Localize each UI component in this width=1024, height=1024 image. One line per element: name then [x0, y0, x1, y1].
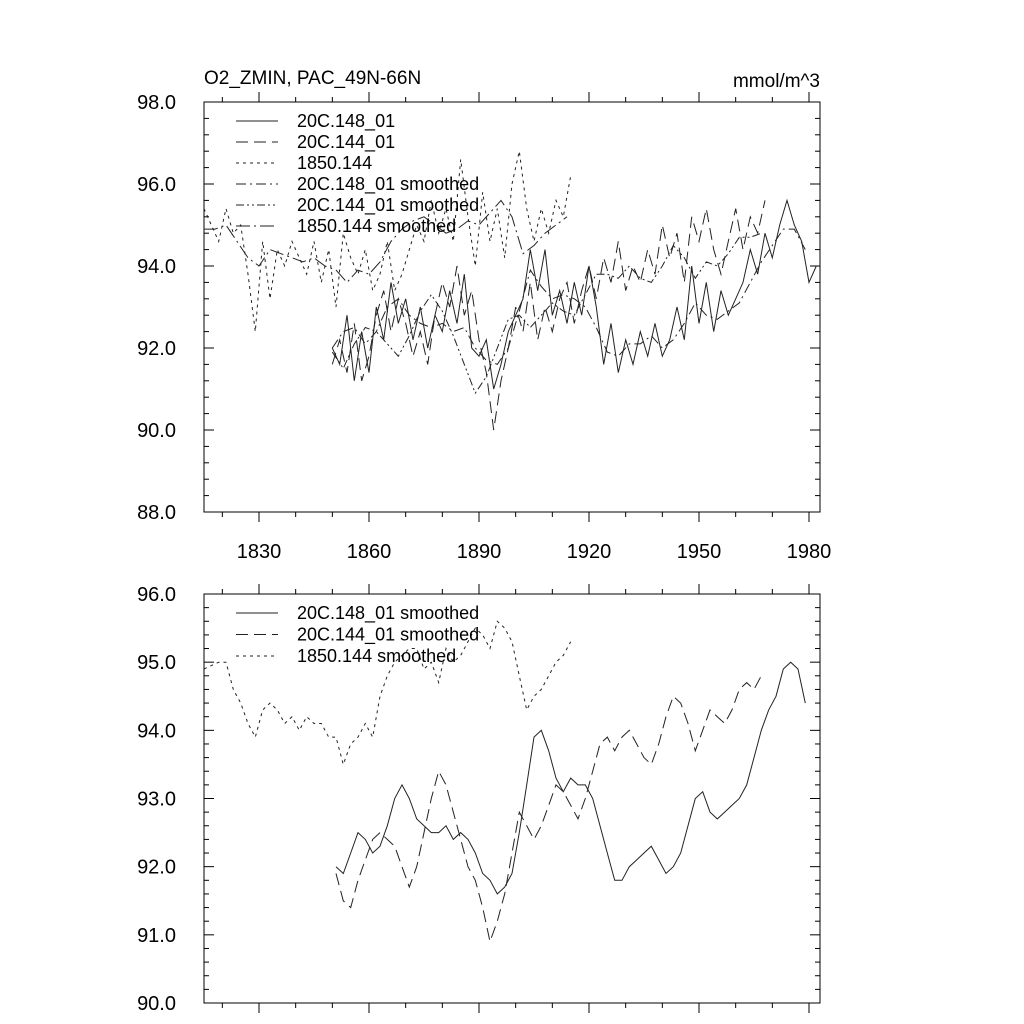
- series-line: [335, 675, 762, 944]
- units-label: mmol/m^3: [733, 71, 820, 92]
- series-line: [331, 232, 762, 395]
- y-tick-label: 94.0: [137, 256, 176, 278]
- series-line: [204, 199, 568, 284]
- chart-panel-top: 88.0 90.0 92.0 94.0 96.0 98.0 1830 1860 1890 1920…: [137, 92, 831, 563]
- series-line: [335, 661, 806, 895]
- x-tick-label: 1860: [347, 541, 392, 563]
- series-line: [204, 620, 572, 767]
- chart-title: O2_ZMIN, PAC_49N-66N: [204, 68, 421, 89]
- legend-label: 20C.144_01 smoothed: [297, 195, 479, 216]
- legend-label: 20C.148_01 smoothed: [297, 603, 479, 624]
- y-tick-label: 90.0: [137, 993, 176, 1015]
- x-tick-label: 1830: [237, 541, 282, 563]
- legend-label: 1850.144: [297, 153, 372, 173]
- x-tick-label: 1920: [567, 541, 612, 563]
- series-line: [331, 200, 766, 431]
- x-tick-label: 1890: [457, 541, 502, 563]
- legend-label: 20C.148_01: [297, 111, 395, 132]
- y-tick-label: 94.0: [137, 720, 176, 742]
- x-tick-label: 1980: [787, 541, 832, 563]
- series-line: [331, 198, 817, 390]
- legend-label: 1850.144 smoothed: [297, 216, 456, 236]
- chart-panel-bottom: 90.0 91.0 92.0 93.0 94.0 95.0 96.0 20C.148_01 s…: [137, 584, 821, 1015]
- legend-label: 1850.144 smoothed: [297, 646, 456, 666]
- y-tick-label: 95.0: [137, 652, 176, 674]
- y-tick-label: 98.0: [137, 92, 176, 114]
- y-tick-label: 91.0: [137, 925, 176, 947]
- legend-label: 20C.148_01 smoothed: [297, 174, 479, 195]
- y-tick-label: 96.0: [137, 174, 176, 196]
- y-tick-label: 93.0: [137, 789, 176, 811]
- y-tick-label: 92.0: [137, 338, 176, 360]
- series-line: [204, 151, 572, 332]
- y-tick-label: 96.0: [137, 584, 176, 606]
- legend-label: 20C.144_01: [297, 132, 395, 153]
- y-tick-label: 90.0: [137, 420, 176, 442]
- plot-frame: [203, 101, 821, 513]
- y-tick-label: 88.0: [137, 502, 176, 524]
- series-line: [331, 228, 806, 366]
- y-tick-label: 92.0: [137, 857, 176, 879]
- legend-label: 20C.144_01 smoothed: [297, 625, 479, 646]
- x-tick-label: 1950: [677, 541, 722, 563]
